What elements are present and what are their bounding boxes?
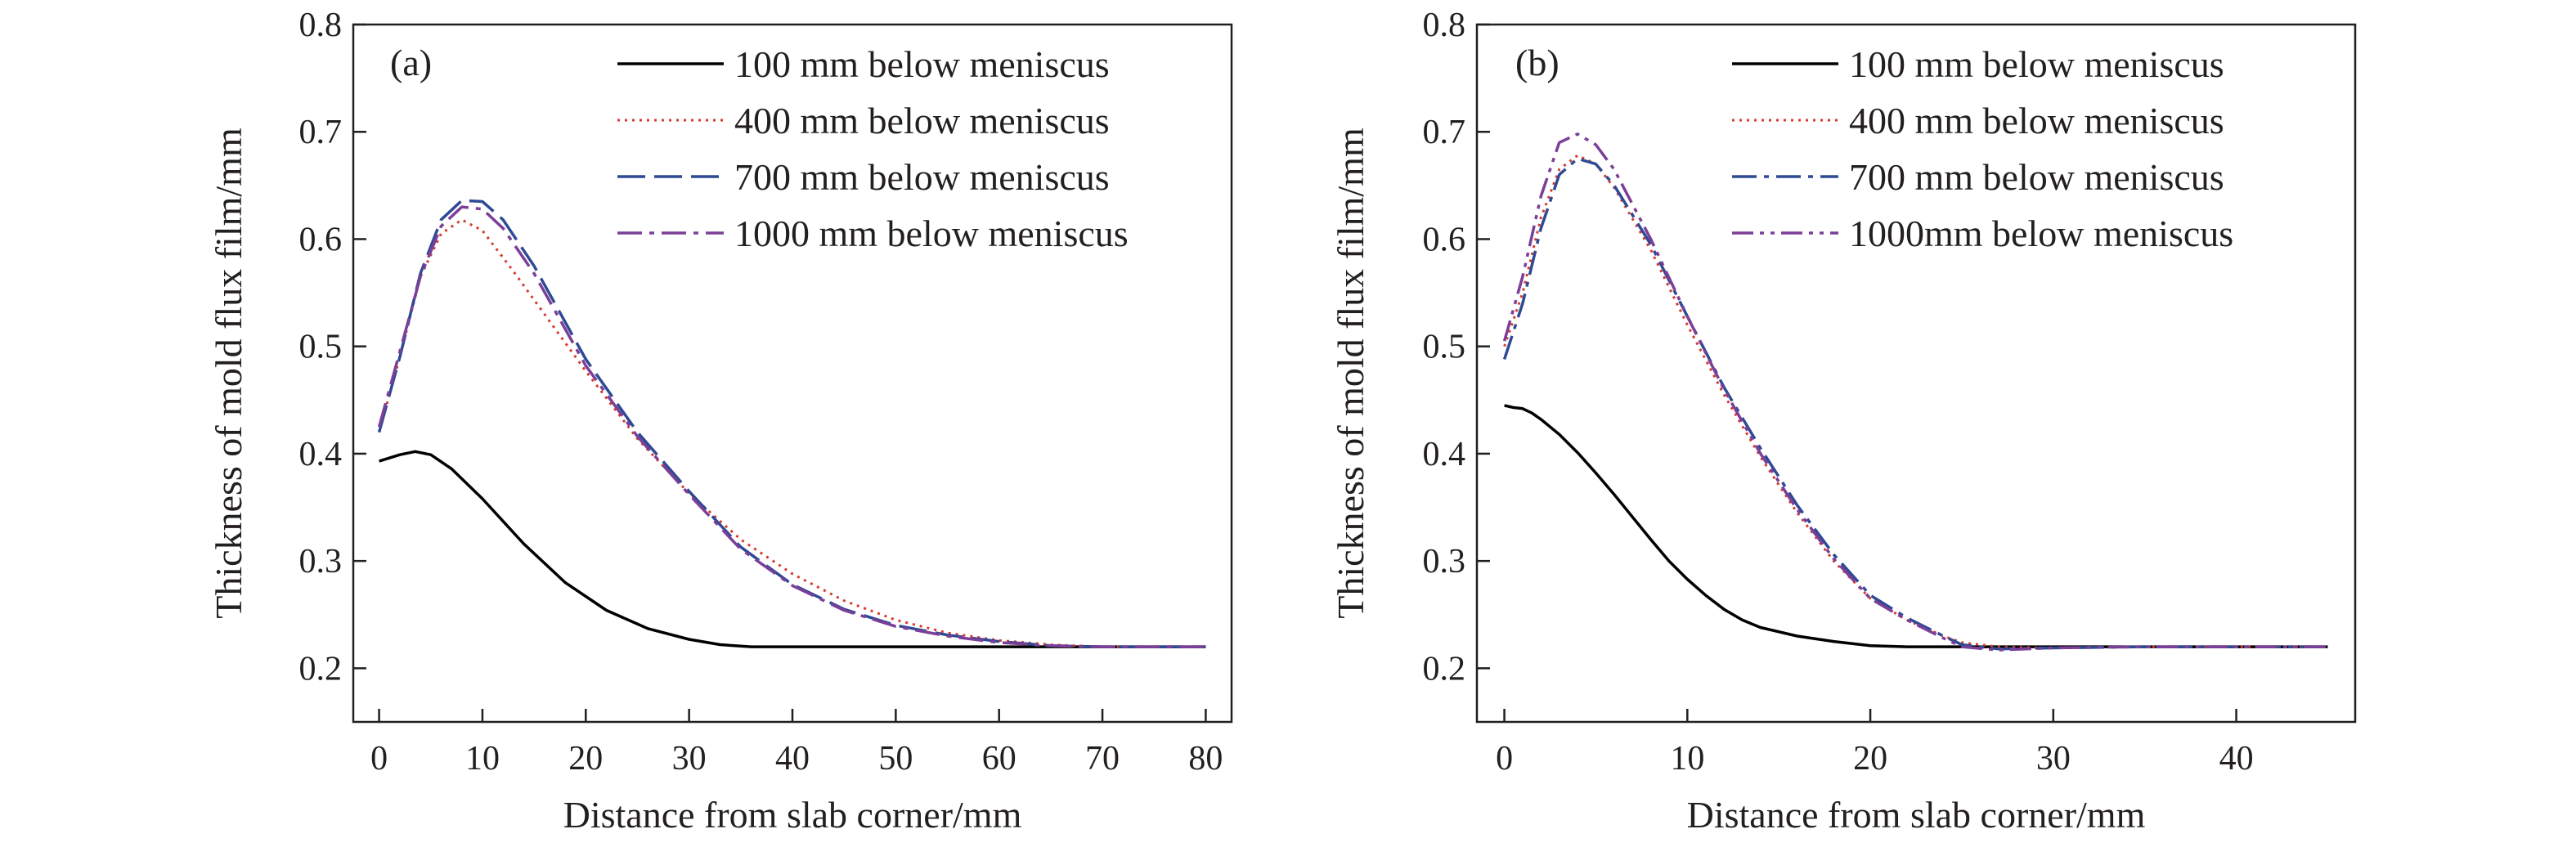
- panel-b: 0.2 0.3 0.4 0.5 0.6 0.7 0.8 0 10 20 30 40 Distance f…: [1330, 7, 2357, 836]
- panel-label: (b): [1515, 42, 1560, 83]
- x-tick-label: 30: [2036, 740, 2071, 778]
- x-tick-label: 20: [1853, 740, 1887, 778]
- y-axis-label: Thickness of mold flux film/mm: [208, 128, 249, 619]
- series-line-4: [377, 205, 1206, 648]
- legend-label-1: 100 mm below meniscus: [1849, 43, 2224, 85]
- legend-label-2: 400 mm below meniscus: [1849, 100, 2224, 141]
- plot-frame: [1475, 23, 2357, 724]
- series-line-1: [1504, 404, 2328, 648]
- y-tick-label: 0.4: [299, 436, 343, 473]
- y-tick-label: 0.7: [299, 114, 343, 151]
- x-tick-label: 20: [568, 740, 603, 778]
- series-line-3: [377, 199, 1206, 648]
- y-tick-label: 0.5: [299, 329, 343, 366]
- y-tick-label: 0.7: [1423, 114, 1466, 151]
- y-tick-label: 0.4: [1423, 436, 1466, 473]
- legend-label-4: 1000mm below meniscus: [1849, 213, 2233, 254]
- y-tick-label: 0.6: [1423, 221, 1466, 258]
- series-line-4: [1502, 132, 2328, 652]
- y-tick-label: 0.3: [1423, 543, 1466, 580]
- x-tick-label: 0: [1496, 740, 1513, 778]
- x-tick-label: 80: [1188, 740, 1223, 778]
- x-tick-label: 10: [465, 740, 500, 778]
- x-tick-label: 60: [982, 740, 1016, 778]
- x-tick-label: 40: [2219, 740, 2254, 778]
- legend-label-3: 700 mm below meniscus: [734, 156, 1110, 198]
- x-tick-label: 40: [775, 740, 810, 778]
- y-tick-label: 0.5: [1423, 329, 1466, 366]
- y-tick-label: 0.3: [299, 543, 343, 580]
- legend-label-4: 1000 mm below meniscus: [734, 213, 1129, 254]
- y-axis-label: Thickness of mold flux film/mm: [1330, 128, 1371, 619]
- panel-label: (a): [390, 42, 432, 83]
- x-tick-label: 30: [672, 740, 707, 778]
- series-line-1: [379, 450, 1206, 648]
- legend-label-2: 400 mm below meniscus: [734, 100, 1110, 141]
- x-tick-label: 50: [878, 740, 913, 778]
- y-tick-label: 0.2: [1423, 650, 1466, 688]
- x-tick-label: 0: [370, 740, 388, 778]
- legend-label-1: 100 mm below meniscus: [734, 43, 1110, 85]
- y-tick-label: 0.8: [1423, 7, 1466, 44]
- panel-a: 0.2 0.3 0.4 0.5 0.6 0.7 0.8 0 10 20 30 40 50 60 70 80 Di…: [208, 7, 1233, 836]
- series-line-2: [378, 218, 1206, 648]
- legend-label-3: 700 mm below meniscus: [1849, 156, 2224, 198]
- y-tick-label: 0.8: [299, 7, 343, 44]
- y-tick-label: 0.6: [299, 221, 343, 258]
- x-tick-label: 10: [1670, 740, 1704, 778]
- x-axis-label: Distance from slab corner/mm: [1687, 794, 2146, 836]
- x-axis-label: Distance from slab corner/mm: [563, 794, 1022, 836]
- x-tick-label: 70: [1085, 740, 1120, 778]
- y-tick-label: 0.2: [299, 650, 343, 688]
